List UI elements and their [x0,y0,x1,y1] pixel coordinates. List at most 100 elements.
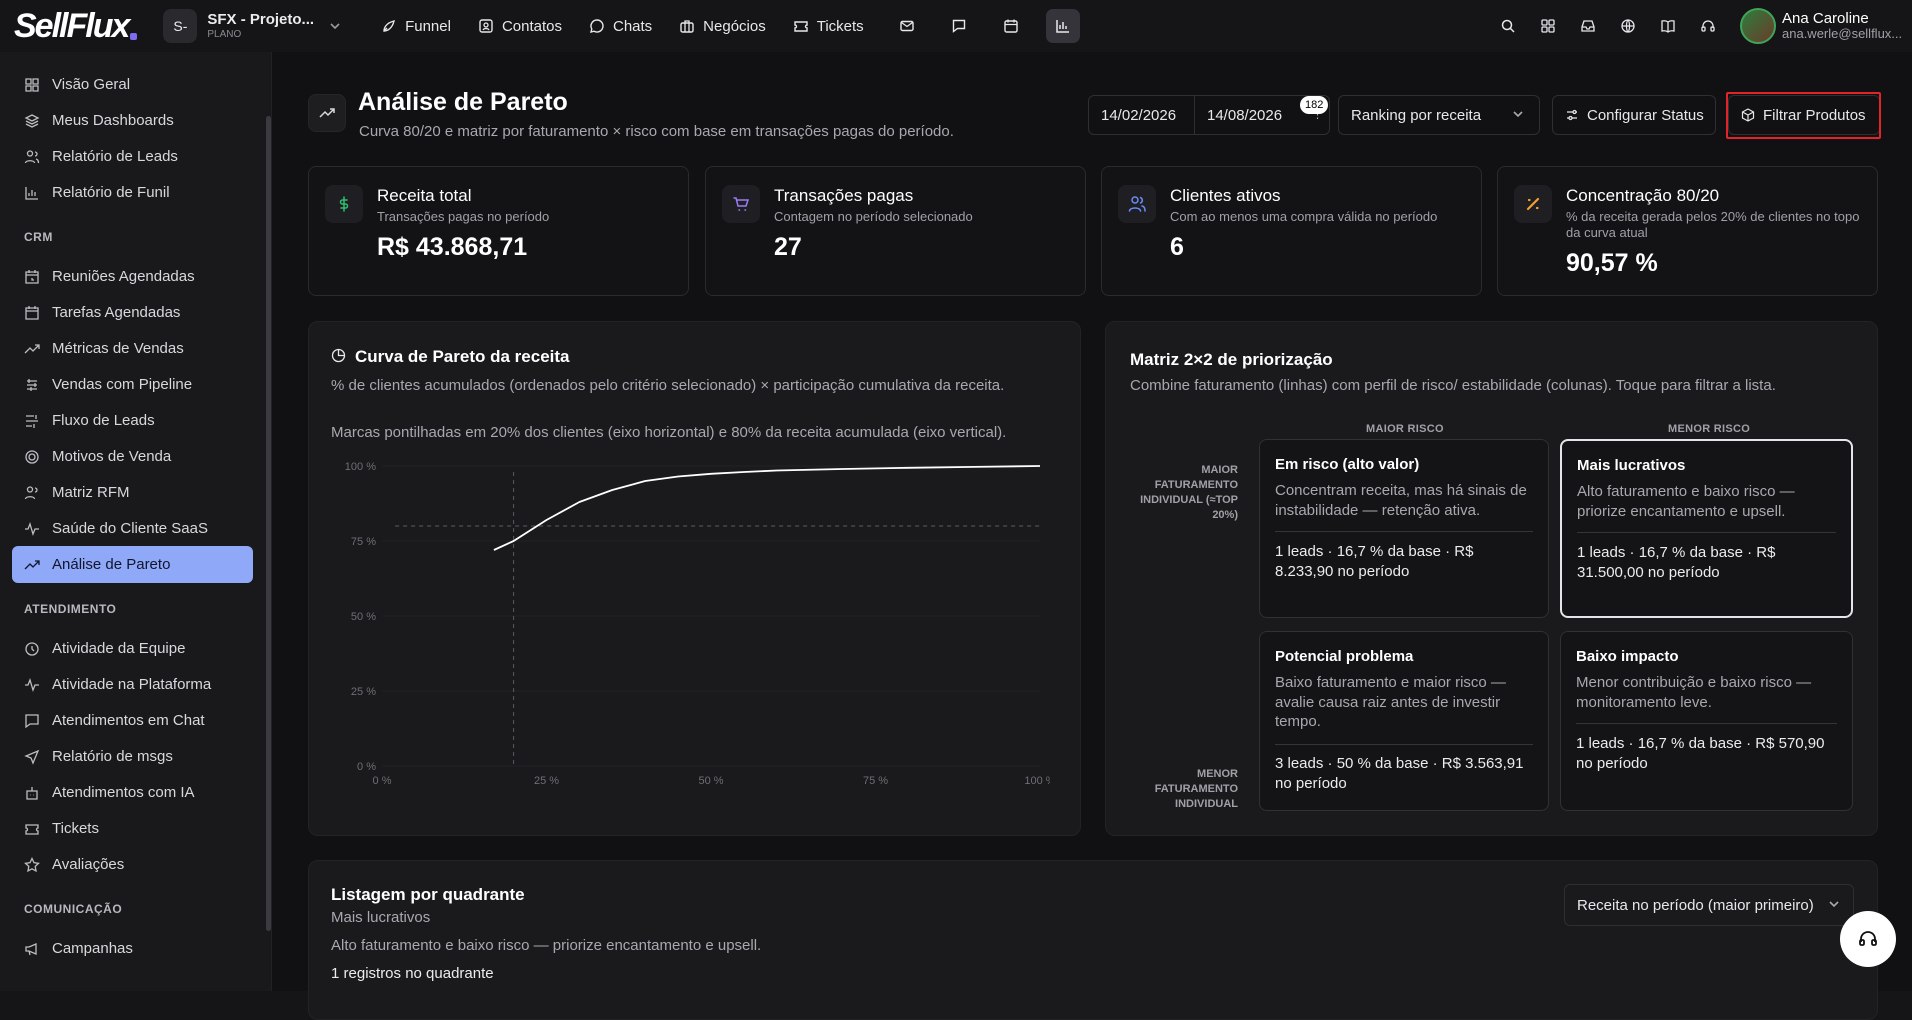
sidebar-item-fluxo-de-leads[interactable]: Fluxo de Leads [12,402,253,439]
quadrant-card-potencial-problema[interactable]: Potencial problema Baixo faturamento e ma… [1259,631,1549,811]
pipeline-icon [24,377,40,393]
inbox-button[interactable] [1568,18,1608,34]
nav-chats[interactable]: Chats [588,17,652,35]
sidebar-item-relatorio-de-leads[interactable]: Relatório de Leads [12,138,253,175]
user-menu[interactable]: Ana Caroline ana.werle@sellflux... [1740,8,1912,44]
layers-icon [24,113,40,129]
language-button[interactable] [1608,18,1648,34]
quadrant-desc: Concentram receita, mas há sinais de ins… [1275,482,1527,519]
kpi-value: 90,57 % [1566,249,1658,277]
quadrant-title: Potencial problema [1275,648,1414,665]
kpi-subtitle: Transações pagas no período [377,209,550,224]
kpi-card: Receita total Transações pagas no período… [308,166,689,296]
kpi-card: Transações pagas Contagem no período sele… [705,166,1086,296]
project-selector[interactable]: S- SFX - Projeto... PLANO [163,8,342,44]
users-icon [1118,185,1156,223]
quadrant-card-baixo-impacto[interactable]: Baixo impacto Menor contribuição e baixo … [1560,631,1853,811]
quadrant-title: Em risco (alto valor) [1275,456,1420,473]
main-nav: Funnel Contatos Chats Negócios Tickets [380,9,1080,43]
listing-sort-select[interactable]: Receita no período (maior primeiro) [1564,884,1854,926]
user-email: ana.werle@sellflux... [1782,26,1903,42]
docs-button[interactable] [1648,18,1688,34]
users-icon [24,149,40,165]
mail-button[interactable] [890,9,924,43]
sidebar-item-tickets[interactable]: Tickets [12,810,253,847]
sidebar-item-label: Relatório de msgs [52,748,173,765]
sidebar-item-motivos-de-venda[interactable]: Motivos de Venda [12,438,253,475]
date-end[interactable]: 14/08/2026 [1207,106,1283,124]
quadrant-title: Mais lucrativos [1577,457,1686,474]
trend-up-icon [308,94,346,132]
row-header-low-revenue: MENOR FATURAMENTO INDIVIDUAL [1154,768,1238,810]
sidebar-item-campanhas[interactable]: Campanhas [12,930,253,967]
book-open-icon [1660,18,1676,34]
sidebar-item-atividade-da-equipe[interactable]: Atividade da Equipe [12,630,253,667]
package-icon [1741,108,1755,122]
ranking-select-value: Ranking por receita [1351,106,1482,124]
target-icon [24,449,40,465]
divider [1275,531,1533,532]
nav-funnel[interactable]: Funnel [380,17,451,35]
sidebar-item-reunioes-agendadas[interactable]: Reuniões Agendadas [12,258,253,295]
sidebar-item-tarefas-agendadas[interactable]: Tarefas Agendadas [12,294,253,331]
help-chat-button[interactable] [1840,911,1896,967]
sidebar-item-analise-de-pareto[interactable]: Análise de Pareto [12,546,253,583]
sidebar-item-relatorio-de-funil[interactable]: Relatório de Funil [12,174,253,211]
pareto-curve-line [493,465,1041,551]
percent-icon [1514,185,1552,223]
calendar-button[interactable] [994,9,1028,43]
configure-status-button[interactable]: Configurar Status [1552,95,1716,135]
ranking-select[interactable]: Ranking por receita [1338,95,1540,135]
sidebar-section-comunicacao: COMUNICAÇÃO [24,902,123,916]
messages-button[interactable] [942,9,976,43]
top-right-actions: Ana Caroline ana.werle@sellflux... [1488,0,1912,52]
sidebar-item-atendimentos-em-chat[interactable]: Atendimentos em Chat [12,702,253,739]
globe-icon [1620,18,1636,34]
quadrant-title: Baixo impacto [1576,648,1679,665]
pareto-chart: 0 % 25 % 50 % 75 % 100 % 0 % 25 % 50 % 75 % 100 % [340,458,1050,788]
nav-tickets-label: Tickets [816,17,864,35]
listing-count: 1 registros no quadrante [331,965,494,982]
kpi-title: Transações pagas [774,186,914,205]
x-tick-label: 75 % [863,775,888,787]
headset-icon [1700,18,1716,34]
divider [1577,532,1836,533]
support-button[interactable] [1688,18,1728,34]
briefcase-icon [678,17,696,35]
date-start[interactable]: 14/02/2026 [1089,96,1195,134]
sidebar-item-metricas-de-vendas[interactable]: Métricas de Vendas [12,330,253,367]
kpi-subtitle: % da receita gerada pelos 20% de cliente… [1566,209,1860,240]
filter-products-button[interactable]: Filtrar Produtos [1728,95,1880,135]
kpi-subtitle: Com ao menos uma compra válida no períod… [1170,209,1438,224]
divider [1576,723,1837,724]
sidebar-item-atividade-na-plataforma[interactable]: Atividade na Plataforma [12,666,253,703]
reports-button[interactable] [1045,9,1080,43]
pareto-desc-2: Marcas pontilhadas em 20% dos clientes (… [331,424,1007,441]
quadrant-card-em-risco[interactable]: Em risco (alto valor) Concentram receita,… [1259,439,1549,618]
sidebar-item-label: Reuniões Agendadas [52,268,195,285]
sidebar-item-visao-geral[interactable]: Visão Geral [12,66,253,103]
sidebar-item-vendas-com-pipeline[interactable]: Vendas com Pipeline [12,366,253,403]
sidebar-item-meus-dashboards[interactable]: Meus Dashboards [12,102,253,139]
sidebar-item-label: Matriz RFM [52,484,130,501]
bar-chart-icon [1055,18,1071,34]
nav-tickets[interactable]: Tickets [792,17,864,35]
sidebar-item-matriz-rfm[interactable]: Matriz RFM [12,474,253,511]
listing-quadrant: Mais lucrativos [331,909,431,926]
date-range-picker[interactable]: 14/02/2026 14/08/2026 ⋮ [1088,95,1330,135]
sidebar-item-label: Saúde do Cliente SaaS [52,520,208,537]
sidebar-item-avaliacoes[interactable]: Avaliações [12,846,253,883]
apps-button[interactable] [1528,18,1568,34]
megaphone-icon [24,941,40,957]
quadrant-card-mais-lucrativos[interactable]: Mais lucrativos Alto faturamento e baixo … [1560,439,1853,618]
chevron-down-icon [1511,107,1525,121]
sidebar-item-atendimentos-com-ia[interactable]: Atendimentos com IA [12,774,253,811]
nav-contatos[interactable]: Contatos [477,17,562,35]
grid-icon [1540,18,1556,34]
nav-negocios[interactable]: Negócios [678,17,766,35]
sidebar-item-relatorio-de-msgs[interactable]: Relatório de msgs [12,738,253,775]
search-button[interactable] [1488,18,1528,34]
sidebar-scrollbar[interactable] [266,116,271,931]
sidebar-item-saude-do-cliente-saas[interactable]: Saúde do Cliente SaaS [12,510,253,547]
sellflux-logo[interactable]: SellFlux [14,7,138,46]
